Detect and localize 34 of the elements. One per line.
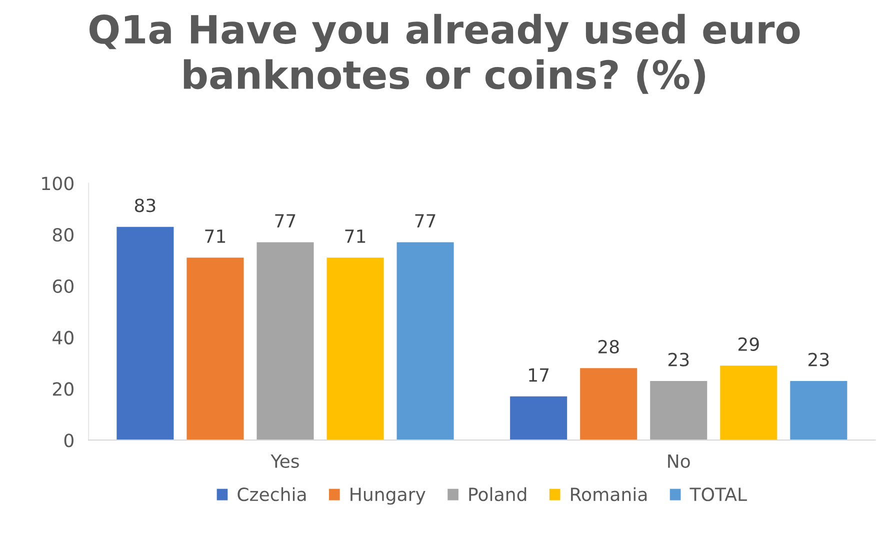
data-label: 23 xyxy=(808,352,829,366)
y-tick-label: 40 xyxy=(52,330,74,344)
x-tick-label: Yes xyxy=(270,454,299,468)
y-tick-label: 80 xyxy=(52,228,74,242)
bar xyxy=(116,226,174,440)
legend-label: Romania xyxy=(571,487,647,502)
bar xyxy=(326,258,384,440)
bar xyxy=(720,366,778,440)
data-label: 77 xyxy=(275,214,296,228)
bar xyxy=(790,381,848,440)
x-tick-label: No xyxy=(668,454,690,468)
chart-title: Q1a Have you already used euro banknotes or coins? (%) xyxy=(89,14,800,94)
legend-label: Poland xyxy=(469,487,526,502)
bar xyxy=(510,396,568,440)
data-label: 71 xyxy=(345,230,366,243)
data-label: 28 xyxy=(598,340,619,354)
legend-label: TOTAL xyxy=(690,488,747,502)
legend-label: Czechia xyxy=(238,487,306,502)
data-label: 17 xyxy=(529,368,549,382)
data-label: 83 xyxy=(134,198,156,212)
legend-label: Hungary xyxy=(350,488,426,505)
bar xyxy=(186,258,244,440)
y-tick-label: 0 xyxy=(64,434,74,448)
data-label: 23 xyxy=(668,352,689,366)
y-tick-label: 60 xyxy=(52,279,74,294)
bar xyxy=(650,381,708,440)
y-tick-label: 20 xyxy=(53,382,74,396)
data-label: 77 xyxy=(415,214,436,228)
bar xyxy=(256,242,314,440)
bar xyxy=(396,242,454,440)
y-tick-label: 100 xyxy=(42,176,74,190)
data-label: 29 xyxy=(738,337,759,351)
bar xyxy=(580,368,638,440)
data-label: 71 xyxy=(205,230,226,243)
